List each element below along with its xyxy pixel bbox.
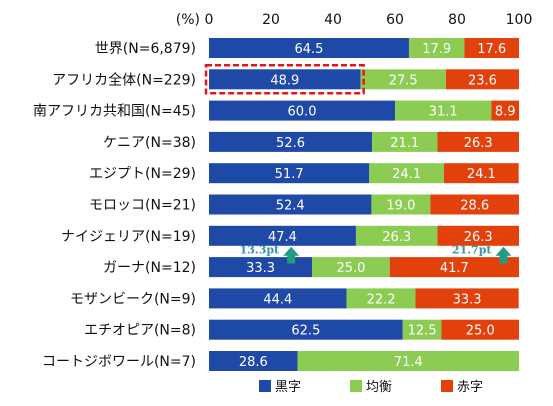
data-label: 26.3 xyxy=(464,230,493,245)
bar-segment xyxy=(443,163,519,184)
data-label: 19.0 xyxy=(386,199,415,214)
data-label: 17.9 xyxy=(422,42,451,57)
data-label: 28.6 xyxy=(460,199,489,214)
data-label: 24.1 xyxy=(392,167,421,182)
data-label: 21.1 xyxy=(390,136,419,151)
bar-segment xyxy=(371,194,431,215)
x-tick-label: 60 xyxy=(386,12,404,28)
bar-segment xyxy=(464,38,519,58)
bar-segment xyxy=(312,257,390,278)
bar-segment xyxy=(209,38,409,58)
category-label: エジプト(N=29) xyxy=(89,166,196,182)
bar-segment xyxy=(209,163,370,184)
legend-label: 均衡 xyxy=(366,380,392,395)
legend-label: 黒字 xyxy=(275,380,301,395)
legend: 黒字 均衡 赤字 xyxy=(259,380,483,395)
bar-segment xyxy=(209,319,403,340)
bar-segment xyxy=(430,194,519,215)
bar-segment xyxy=(209,69,361,90)
annotation-label: 13.3pt xyxy=(240,243,280,256)
category-label: モロッコ(N=21) xyxy=(89,198,196,214)
category-label: コートジボワール(N=7) xyxy=(42,354,196,370)
bar-segment xyxy=(209,257,313,278)
data-label: 33.3 xyxy=(453,292,482,307)
x-tick-label: 40 xyxy=(324,12,342,28)
up-arrow-icon xyxy=(283,246,300,264)
data-label: 28.6 xyxy=(239,355,268,370)
data-label: 12.5 xyxy=(408,324,437,339)
legend-swatch xyxy=(350,380,362,392)
data-label: 24.1 xyxy=(467,167,496,182)
data-label: 51.7 xyxy=(275,167,304,182)
category-label: アフリカ全体(N=229) xyxy=(52,71,196,88)
category-label: ナイジェリア(N=19) xyxy=(61,229,196,245)
bars: 64.5 17.9 17.6 48.9 27.5 23.6 60.0 31.1 8.9 52.6 2… xyxy=(204,38,519,371)
category-labels: 世界(N=6,879) アフリカ全体(N=229) 南アフリカ共和国(N=45) ケニ… xyxy=(33,41,196,370)
data-label: 71.4 xyxy=(394,355,423,370)
bar-segment xyxy=(441,319,519,340)
x-tick-label: 100 xyxy=(506,12,533,28)
data-label: 47.4 xyxy=(268,230,297,245)
bar-segment xyxy=(372,131,438,152)
data-label: 52.6 xyxy=(276,136,305,151)
bar-segment xyxy=(491,100,519,121)
bar-segment xyxy=(209,100,395,121)
data-label: 8.9 xyxy=(495,105,516,120)
annotation-label: 21.7pt xyxy=(452,243,492,256)
bar-segment xyxy=(389,257,519,278)
bar-segment xyxy=(346,288,416,309)
bar-segment xyxy=(437,131,519,152)
category-label: エチオピア(N=8) xyxy=(84,323,196,339)
bar-segment xyxy=(369,163,444,184)
category-label: モザンビーク(N=9) xyxy=(70,291,196,307)
data-label: 25.0 xyxy=(337,261,366,276)
legend-swatch xyxy=(441,380,453,392)
data-label: 31.1 xyxy=(429,105,458,120)
bar-segment xyxy=(395,100,492,121)
bar-segment xyxy=(415,288,519,309)
data-label: 22.2 xyxy=(367,292,396,307)
bar-segment xyxy=(209,131,373,152)
axis-unit-label: (%) xyxy=(176,12,200,28)
bar-segment xyxy=(360,69,446,90)
bar-segment xyxy=(297,351,519,371)
x-axis: (%) 0 20 40 60 80 100 xyxy=(176,12,533,28)
bar-segment xyxy=(209,194,372,215)
annotations: 13.3pt 21.7pt xyxy=(240,243,512,264)
category-label: 世界(N=6,879) xyxy=(95,41,196,57)
x-tick-label: 20 xyxy=(262,12,280,28)
data-label: 48.9 xyxy=(270,73,299,88)
category-label: ケニア(N=38) xyxy=(103,135,196,151)
data-label: 26.3 xyxy=(382,230,411,245)
up-arrow-icon xyxy=(495,246,512,264)
highlight-box xyxy=(204,64,365,95)
category-label: 南アフリカ共和国(N=45) xyxy=(33,104,196,120)
bar-segment xyxy=(209,225,356,246)
x-tick-label: 0 xyxy=(205,12,214,28)
legend-label: 赤字 xyxy=(457,380,483,395)
bar-segment xyxy=(355,225,438,246)
bar-segment xyxy=(408,38,465,58)
legend-swatch xyxy=(259,380,271,392)
data-label: 60.0 xyxy=(288,105,317,120)
bar-segment xyxy=(209,288,347,309)
bar-segment xyxy=(445,69,519,90)
bar-segment xyxy=(209,351,298,371)
x-tick-label: 80 xyxy=(448,12,466,28)
data-label: 62.5 xyxy=(291,324,320,339)
bar-segment xyxy=(437,225,519,246)
data-label: 41.7 xyxy=(440,261,469,276)
data-label: 52.4 xyxy=(276,199,305,214)
data-label: 27.5 xyxy=(389,73,418,88)
data-label: 33.3 xyxy=(246,261,275,276)
data-label: 25.0 xyxy=(466,324,495,339)
data-label: 26.3 xyxy=(464,136,493,151)
data-label: 23.6 xyxy=(468,73,497,88)
data-label: 17.6 xyxy=(477,42,506,57)
data-label: 44.4 xyxy=(263,292,292,307)
bar-segment xyxy=(402,319,442,340)
data-label: 64.5 xyxy=(294,42,323,57)
category-label: ガーナ(N=12) xyxy=(103,260,196,276)
